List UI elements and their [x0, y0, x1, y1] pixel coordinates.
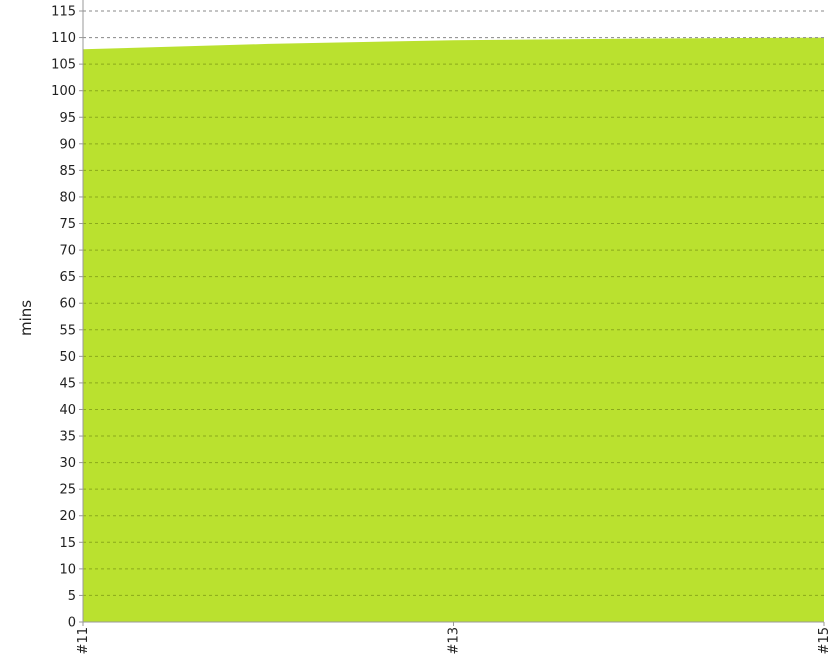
y-tick-label: 100	[51, 84, 76, 99]
y-axis-title: mins	[17, 300, 35, 336]
y-tick-label: 20	[59, 509, 76, 524]
y-tick-label: 90	[59, 137, 76, 152]
y-tick-label: 65	[59, 270, 76, 285]
y-tick-label: 35	[59, 430, 76, 445]
y-tick-label: 85	[59, 164, 76, 179]
y-tick-label: 70	[59, 244, 76, 259]
y-tick-label: 0	[68, 616, 76, 631]
y-tick-label: 45	[59, 376, 76, 391]
area-layer	[83, 37, 824, 623]
y-tick-label: 110	[51, 31, 76, 46]
y-tick-label: 115	[51, 5, 76, 20]
y-tick-labels: 0 5 10 15 20 25 30 35 40 45 50 55 60 65 70 75 80 85 90 95 10…	[51, 5, 76, 631]
y-tick-label: 30	[59, 456, 76, 471]
y-tick-label: 105	[51, 58, 76, 73]
axis-layer	[79, 0, 825, 626]
x-tick-label: #15	[817, 627, 832, 654]
y-tick-label: 60	[59, 297, 76, 312]
x-tick-labels: #11 #13 #15	[76, 627, 832, 654]
y-tick-label: 50	[59, 350, 76, 365]
y-tick-label: 25	[59, 483, 76, 498]
y-tick-label: 15	[59, 536, 76, 551]
y-tick-label: 5	[68, 589, 76, 604]
y-tick-label: 10	[59, 562, 76, 577]
x-tick-label: #11	[76, 627, 91, 654]
y-tick-label: 55	[59, 323, 76, 338]
y-tick-label: 40	[59, 403, 76, 418]
x-tick-label: #13	[447, 627, 462, 654]
area-series	[83, 37, 824, 623]
y-tick-label: 80	[59, 190, 76, 205]
y-tick-label: 95	[59, 111, 76, 126]
y-tick-label: 75	[59, 217, 76, 232]
